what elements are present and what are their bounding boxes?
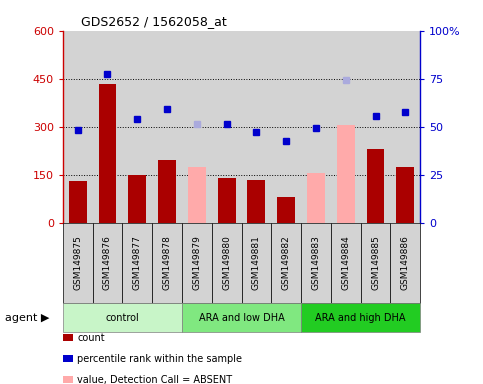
Text: GSM149886: GSM149886	[401, 236, 410, 290]
Bar	[158, 161, 176, 223]
Text: GSM149881: GSM149881	[252, 236, 261, 290]
Text: GSM149879: GSM149879	[192, 236, 201, 290]
Text: agent ▶: agent ▶	[5, 313, 49, 323]
Bar	[99, 84, 116, 223]
Text: GSM149878: GSM149878	[163, 236, 171, 290]
Bar	[277, 197, 295, 223]
Text: value, Detection Call = ABSENT: value, Detection Call = ABSENT	[77, 375, 232, 384]
Bar	[247, 180, 265, 223]
Text: GSM149883: GSM149883	[312, 236, 320, 290]
Text: control: control	[105, 313, 139, 323]
Text: GSM149882: GSM149882	[282, 236, 291, 290]
Bar	[307, 173, 325, 223]
Bar	[128, 175, 146, 223]
Bar	[69, 181, 86, 223]
Text: GSM149875: GSM149875	[73, 236, 82, 290]
Text: count: count	[77, 333, 105, 343]
Text: GSM149880: GSM149880	[222, 236, 231, 290]
Bar	[397, 167, 414, 223]
Text: ARA and low DHA: ARA and low DHA	[199, 313, 284, 323]
Bar	[218, 178, 236, 223]
Bar	[367, 149, 384, 223]
Text: GDS2652 / 1562058_at: GDS2652 / 1562058_at	[81, 15, 227, 28]
Text: percentile rank within the sample: percentile rank within the sample	[77, 354, 242, 364]
Text: GSM149877: GSM149877	[133, 236, 142, 290]
Text: GSM149884: GSM149884	[341, 236, 350, 290]
Bar	[188, 167, 206, 223]
Text: GSM149885: GSM149885	[371, 236, 380, 290]
Text: GSM149876: GSM149876	[103, 236, 112, 290]
Bar	[337, 125, 355, 223]
Text: ARA and high DHA: ARA and high DHA	[315, 313, 406, 323]
